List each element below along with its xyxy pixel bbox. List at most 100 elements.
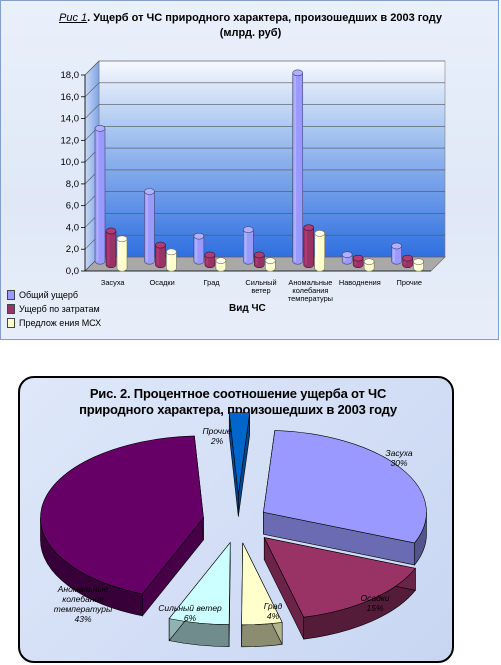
pie-label-name: Засуха [385, 448, 413, 458]
chart1-subtitle: (млрд. руб) [219, 27, 282, 39]
legend-item-series1: Общий ущерб [7, 290, 78, 300]
bar-highlight [266, 260, 269, 269]
bar-highlight [118, 238, 121, 269]
bar-3 [413, 258, 424, 272]
bar-highlight [206, 254, 209, 265]
pie-slice-top [263, 537, 416, 618]
bar-top [215, 257, 227, 264]
bar-top [391, 242, 402, 250]
bar-1 [94, 125, 106, 265]
y-tick-label: 4,0 [66, 222, 79, 233]
bar-3 [264, 257, 276, 272]
bar-top [94, 125, 106, 132]
pie-label-name: Прочие [202, 426, 231, 436]
bar-highlight [156, 245, 159, 265]
bar-highlight [244, 229, 247, 262]
bar-3 [363, 258, 375, 272]
bar-chart-panel: Рис 1. Ущерб от ЧС природного характера,… [0, 0, 499, 340]
bar-highlight [145, 191, 148, 262]
bar-1 [391, 242, 402, 265]
pie-label-pct: 30% [390, 458, 407, 468]
bar-top [193, 232, 205, 240]
bar-top [314, 230, 326, 237]
pie-slice-5 [40, 435, 204, 617]
bar-highlight [316, 233, 319, 269]
bar-3 [314, 230, 326, 272]
pie-label-name: Сильный ветер [158, 603, 222, 613]
bar-top [402, 254, 413, 262]
pie-label-name: Град [264, 601, 283, 611]
bar-1 [144, 188, 155, 265]
y-tick-label: 12,0 [61, 135, 80, 146]
bar-3 [215, 257, 227, 272]
bar-highlight [167, 251, 170, 269]
bar-highlight [403, 258, 406, 265]
bar-2 [253, 251, 265, 268]
pie-slice-3 [241, 542, 283, 648]
pie-slice-top [228, 412, 251, 495]
y-tick-label: 2,0 [66, 244, 79, 255]
bar-top [253, 251, 265, 259]
bar-2 [352, 254, 364, 268]
bar-1 [341, 251, 353, 265]
bar-1 [193, 232, 205, 265]
pie-slice-top [40, 435, 204, 595]
x-tick-label: Осадки [150, 278, 175, 287]
bar-top [155, 241, 166, 249]
bar-1 [292, 69, 304, 265]
x-tick-label: Град [204, 278, 221, 287]
bar-highlight [305, 227, 308, 265]
y-tick-label: 8,0 [66, 179, 79, 190]
bar-highlight [392, 245, 395, 262]
bar-chart: 0,0 2,0 4,0 6,0 8,0 10,0 12,0 14,0 16,0 18,0 Засух… [61, 60, 446, 303]
legend-label-series3: Предлож ения МСХ [19, 318, 102, 328]
pie-label-pct: 15% [366, 603, 383, 613]
pie-label-name: колебания [62, 594, 104, 604]
pie-label-name: Аномальные [57, 584, 109, 594]
chart2-title-line1: Рис. 2. Процентное соотношение ущерба от… [89, 386, 387, 401]
bar-2 [204, 251, 216, 268]
bar-top [204, 251, 216, 259]
bar-top [292, 69, 304, 77]
gridline-side [84, 82, 100, 97]
bar-highlight [354, 258, 357, 265]
x-tick-label: колебания [292, 286, 328, 295]
chart2-title-line2: природного характера, произошедших в 200… [79, 402, 397, 417]
y-tick-label: 14,0 [61, 114, 80, 125]
bar-top [341, 251, 353, 258]
pie-slice-top [263, 430, 427, 544]
x-tick-label: Засуха [101, 278, 126, 287]
bar-highlight [96, 128, 99, 262]
bar-highlight [343, 254, 346, 262]
bar-top [352, 254, 364, 262]
legend-label-series2: Ущерб по затратам [19, 304, 100, 314]
bar-top [166, 248, 177, 256]
chart1-x-axis-label: Вид ЧС [229, 303, 266, 314]
legend-label-series1: Общий ущерб [19, 290, 79, 300]
bar-top [242, 226, 254, 233]
pie-chart-panel: Рис. 2. Процентное соотношение ущерба от… [18, 376, 454, 663]
x-tick-label: Наводнения [339, 278, 381, 287]
pie-slice-4 [168, 541, 231, 647]
chart1-figure-number: Рис 1 [59, 12, 88, 24]
pie-label-pct: 4% [267, 611, 280, 621]
legend-item-series2: Ущерб по затратам [7, 304, 100, 314]
x-tick-label: температуры [288, 294, 333, 303]
bar-top [413, 258, 424, 265]
bar-top [303, 224, 315, 231]
x-tick-label: Аномальные [288, 278, 332, 287]
bar-3 [116, 235, 128, 272]
y-tick-label: 0,0 [66, 266, 79, 277]
bar-2 [402, 254, 413, 268]
y-tick-label: 16,0 [61, 92, 80, 103]
bar-highlight [414, 261, 417, 269]
legend-swatch-series2 [7, 304, 15, 314]
bar-highlight [217, 260, 220, 269]
bar-3 [166, 248, 177, 272]
legend-swatch-series3 [7, 318, 15, 328]
legend-item-series3: Предлож ения МСХ [7, 318, 101, 328]
pie-label-name: температуры [54, 604, 113, 614]
bar-highlight [255, 254, 258, 265]
bar-top [105, 227, 117, 235]
